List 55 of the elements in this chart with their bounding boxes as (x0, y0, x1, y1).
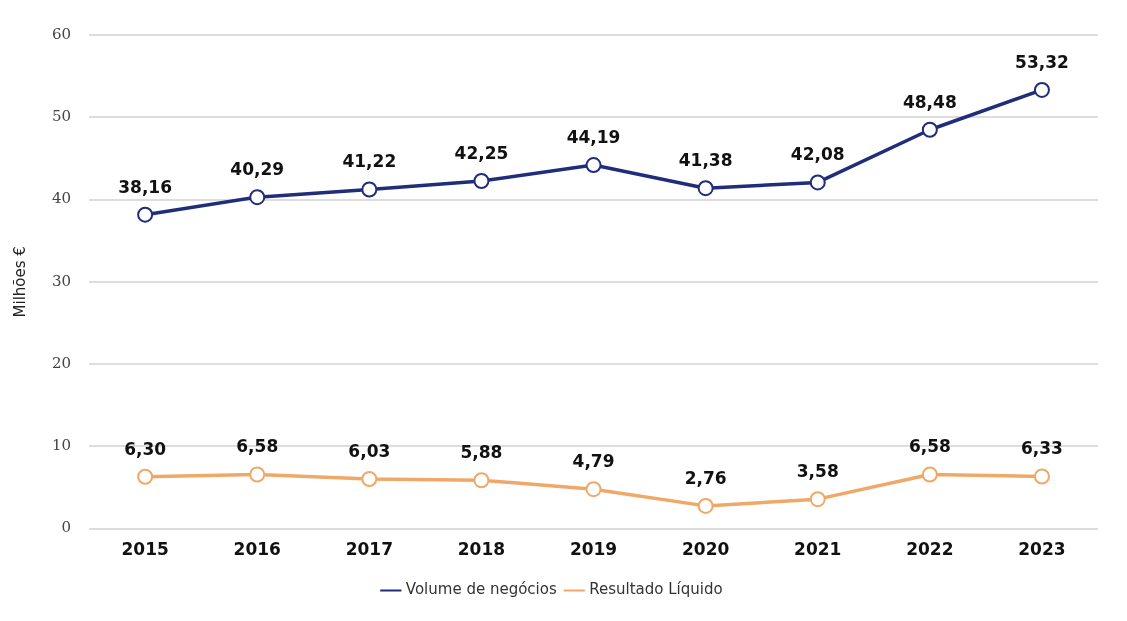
point (585, 481, 602, 498)
y-axis-title: Milhões € (10, 246, 29, 318)
point (249, 466, 266, 483)
data-label: 41,22 (342, 151, 397, 172)
data-label: 4,79 (572, 451, 615, 472)
data-label: 3,58 (796, 461, 839, 482)
point (921, 121, 938, 138)
point (585, 157, 602, 174)
point (137, 206, 154, 223)
x-tick-label: 2018 (457, 539, 506, 560)
data-label: 6,30 (124, 438, 167, 459)
data-label: 6,58 (908, 436, 951, 457)
x-tick-label: 2019 (569, 539, 618, 560)
data-label: 41,38 (678, 150, 733, 171)
data-label: 6,33 (1020, 438, 1063, 459)
x-tick-label: 2015 (121, 539, 169, 560)
legend-label: Resultado Líquido (589, 580, 723, 599)
point (1033, 468, 1050, 485)
x-tick-label: 2021 (794, 539, 842, 560)
point (809, 174, 826, 191)
x-tick-label: 2022 (906, 539, 954, 560)
point (361, 181, 378, 198)
x-tick-label: 2023 (1018, 539, 1066, 560)
x-tick-label: 2017 (345, 539, 393, 560)
data-label: 42,25 (454, 142, 509, 163)
y-tick-label: 20 (51, 353, 72, 372)
x-tick-label: 2020 (681, 539, 730, 560)
data-label: 6,03 (348, 440, 391, 461)
y-tick-label: 50 (51, 107, 72, 126)
point (1033, 81, 1050, 98)
data-label: 6,58 (236, 436, 279, 457)
point (137, 468, 154, 485)
point (697, 497, 714, 514)
y-tick-label: 10 (51, 436, 72, 455)
point (921, 466, 938, 483)
point (697, 180, 714, 197)
data-label: 42,08 (790, 144, 845, 165)
y-tick-label: 60 (51, 24, 72, 43)
legend-label: Volume de negócios (405, 580, 557, 599)
point (809, 491, 826, 508)
data-label: 38,16 (118, 176, 173, 197)
data-label: 5,88 (460, 442, 503, 463)
y-tick-label: 40 (51, 189, 72, 208)
data-label: 48,48 (902, 91, 957, 112)
point (473, 472, 490, 489)
y-tick-label: 30 (51, 271, 72, 290)
data-label: 40,29 (230, 159, 285, 180)
data-label: 2,76 (684, 467, 727, 488)
point (473, 173, 490, 190)
y-tick-label: 0 (61, 518, 72, 537)
x-tick-label: 2016 (233, 539, 281, 560)
data-label: 44,19 (566, 126, 621, 147)
point (361, 470, 378, 487)
data-label: 53,32 (1015, 51, 1069, 72)
point (249, 189, 266, 206)
